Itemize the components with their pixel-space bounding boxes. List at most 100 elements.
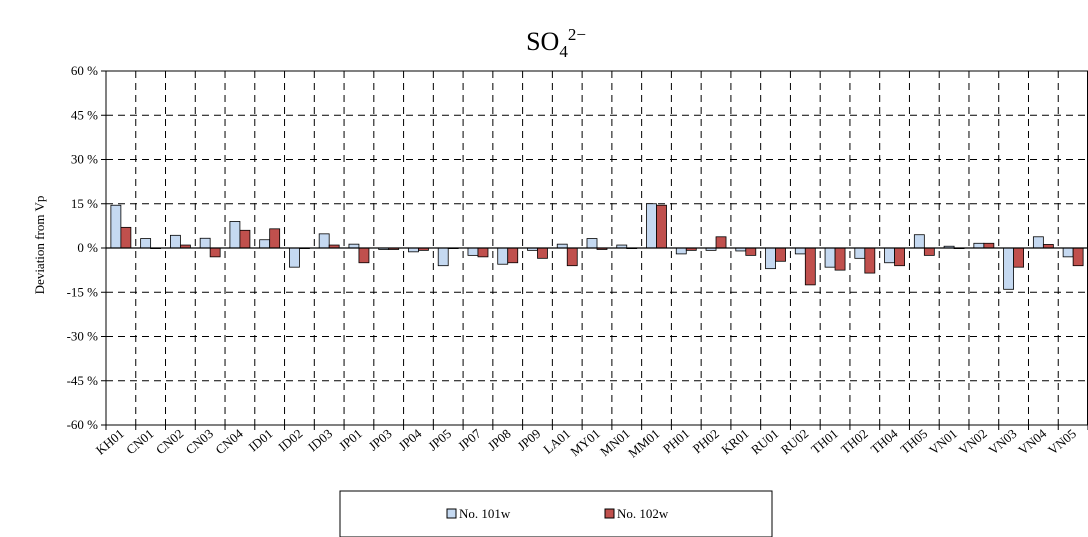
bar-id03-101w <box>318 233 330 249</box>
bar-mm01-101w <box>646 203 657 249</box>
bar-th05-101w <box>913 234 925 249</box>
x-tick-label-cn03: CN03 <box>183 426 216 457</box>
bar-ru01-102w <box>775 247 786 262</box>
x-tick-label-vn02: VN02 <box>956 426 990 458</box>
bar-cn03-101w <box>199 237 211 249</box>
x-tick-label-ph02: PH02 <box>690 426 722 457</box>
bar-ru02-102w <box>804 247 816 286</box>
bar-cn04-101w <box>229 221 241 249</box>
bar-th01-101w <box>824 247 836 268</box>
legend: No. 101w No. 102w <box>339 490 773 537</box>
bar-kh01-101w <box>110 204 122 249</box>
y-tick-label: -30 % <box>67 329 99 344</box>
title-base: SO <box>526 27 559 56</box>
x-tick-label-mn01: MN01 <box>597 426 633 459</box>
legend-box <box>339 490 773 537</box>
bar-jp08-101w <box>497 247 509 265</box>
x-tick-label-jp07: JP07 <box>455 425 484 453</box>
y-tick-label: -60 % <box>67 417 99 432</box>
legend-swatch-101w <box>446 508 457 519</box>
x-tick-label-ru01: RU01 <box>748 426 781 457</box>
bar-vn05-102w <box>1072 247 1084 267</box>
gridlines <box>106 70 1088 426</box>
bar-jp05-101w <box>437 247 449 267</box>
x-tick-label-id01: ID01 <box>245 426 275 455</box>
x-tick-label-th02: TH02 <box>838 426 871 457</box>
bar-jp09-102w <box>537 247 548 259</box>
x-tick-label-id03: ID03 <box>305 426 335 455</box>
y-tick-labels: 60 % 45 % 30 % 15 % 0 % -15 % -30 % -45 % -60 % <box>67 63 99 432</box>
title-subscript: 4 <box>559 42 568 61</box>
chart-title: SO42− <box>526 25 586 61</box>
bar-vn05-101w <box>1062 247 1074 258</box>
bar-jp01-102w <box>358 247 370 264</box>
bar-th04-101w <box>884 247 895 264</box>
bar-cn04-102w <box>239 229 251 249</box>
bar-jp07-102w <box>477 247 489 258</box>
legend-swatch-102w <box>604 508 615 519</box>
x-tick-label-kr01: KR01 <box>718 426 751 457</box>
bar-vn03-102w <box>1013 247 1025 268</box>
bar-cn02-101w <box>169 234 181 249</box>
y-tick-label: 15 % <box>71 196 98 211</box>
x-tick-label-jp03: JP03 <box>366 426 395 454</box>
x-tick-label-jp09: JP09 <box>514 426 543 454</box>
bar-ru02-101w <box>794 247 806 255</box>
bar-vn03-101w <box>1003 247 1015 290</box>
bar-id01-102w <box>269 228 281 249</box>
x-tick-label-th01: TH01 <box>808 426 841 457</box>
bar-cn01-101w <box>140 238 152 249</box>
bar-kh01-102w <box>120 226 132 249</box>
x-tick-label-jp08: JP08 <box>485 426 514 454</box>
y-tick-label: -15 % <box>67 284 99 299</box>
x-tick-label-ru02: RU02 <box>778 426 811 457</box>
x-tick-label-jp01: JP01 <box>336 426 365 454</box>
x-tick-label-cn04: CN04 <box>212 425 246 457</box>
y-tick-label: 45 % <box>71 107 98 122</box>
x-tick-label-vn04: VN04 <box>1015 425 1049 457</box>
bar-la01-102w <box>566 247 578 267</box>
x-tick-label-ph01: PH01 <box>660 426 692 457</box>
bar-ph02-102w <box>715 236 727 249</box>
bar-vn04-101w <box>1032 236 1044 249</box>
y-tick-label: 30 % <box>71 152 98 167</box>
y-axis-label: Deviation from Vp <box>32 196 47 295</box>
title-superscript: 2− <box>568 25 586 44</box>
bar-my01-101w <box>586 238 598 249</box>
x-tick-label-th05: TH05 <box>897 426 930 457</box>
bar-id02-101w <box>289 247 300 268</box>
x-tick-label-cn01: CN01 <box>123 426 156 457</box>
bar-kr01-102w <box>745 247 757 256</box>
x-tick-label-vn01: VN01 <box>926 426 960 458</box>
x-tick-label-vn05: VN05 <box>1045 426 1079 458</box>
bar-vn02-101w <box>973 242 985 249</box>
bars <box>110 203 1084 290</box>
x-tick-label-id02: ID02 <box>275 426 305 455</box>
bar-vn02-102w <box>983 242 995 249</box>
bar-th01-102w <box>834 247 846 271</box>
x-tick-label-vn03: VN03 <box>986 426 1020 458</box>
bar-jp07-101w <box>467 247 479 256</box>
bar-th04-102w <box>894 247 905 267</box>
legend-label-101w: No. 101w <box>459 506 511 521</box>
x-tick-label-mm01: MM01 <box>625 426 662 461</box>
bar-ru01-101w <box>765 247 776 270</box>
bar-cn03-102w <box>209 247 221 258</box>
x-tick-label-jp05: JP05 <box>425 426 454 454</box>
bar-th05-102w <box>923 247 935 256</box>
bar-th02-101w <box>854 247 866 259</box>
x-tick-label-la01: LA01 <box>540 426 573 457</box>
axes <box>101 70 1088 430</box>
bar-th02-102w <box>864 247 876 274</box>
legend-label-102w: No. 102w <box>617 506 669 521</box>
x-tick-label-jp04: JP04 <box>395 425 424 453</box>
y-tick-label: 0 % <box>77 240 98 255</box>
x-tick-label-th04: TH04 <box>868 425 901 456</box>
x-tick-label-my01: MY01 <box>567 426 603 459</box>
bar-ph01-101w <box>675 247 687 255</box>
bar-mm01-102w <box>656 204 667 249</box>
y-tick-label: -45 % <box>67 373 99 388</box>
y-tick-label: 60 % <box>71 63 98 78</box>
